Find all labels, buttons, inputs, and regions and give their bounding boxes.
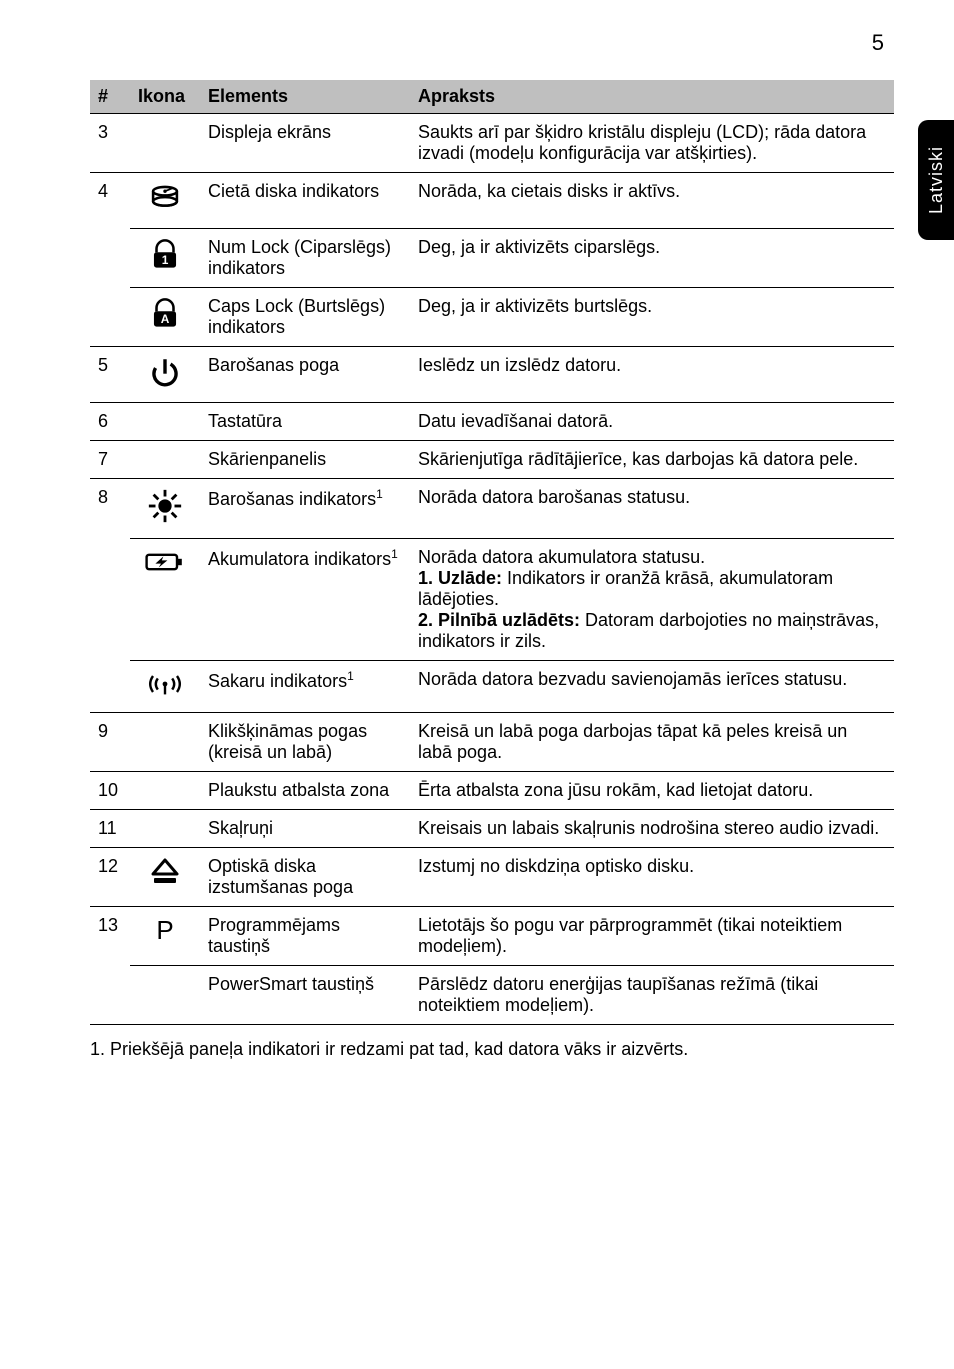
row-element: Cietā diska indikators [200,173,410,229]
row-element: Caps Lock (Burtslēgs) indikators [200,288,410,347]
table-row: Sakaru indikators1 Norāda datora bezvadu… [90,661,894,713]
row-desc: Kreisais un labais skaļrunis nodrošina s… [410,810,894,848]
power-icon [130,347,200,403]
row-number: 7 [90,441,130,479]
row-desc: Datu ievadīšanai datorā. [410,403,894,441]
table-row: 9 Klikšķināmas pogas (kreisā un labā) Kr… [90,713,894,772]
table-row: 5 Barošanas poga Ieslēdz un izslēdz dato… [90,347,894,403]
row-desc: Norāda datora bezvadu savienojamās ierīc… [410,661,894,713]
row-number: 3 [90,114,130,173]
table-row: 3 Displeja ekrāns Saukts arī par šķidro … [90,114,894,173]
table-row: 13 P Programmējams taustiņš Lietotājs šo… [90,907,894,966]
table-row: 8 Barošanas indikators1 Nor [90,479,894,539]
row-element: Sakaru indikators1 [200,661,410,713]
hdd-icon [130,173,200,229]
row-desc: Norāda datora barošanas statusu. [410,479,894,539]
row-element: Klikšķināmas pogas (kreisā un labā) [200,713,410,772]
row-desc: Izstumj no diskdziņa optisko disku. [410,848,894,907]
row-icon [130,713,200,772]
table-row: 4 Cietā diska indikators Norāda, ka ciet… [90,173,894,229]
row-number: 6 [90,403,130,441]
svg-text:1: 1 [162,253,169,267]
col-num-header: # [90,80,130,114]
row-desc: Lietotājs šo pogu var pārprogrammēt (tik… [410,907,894,966]
row-number: 13 [90,907,130,1025]
row-desc: Norāda, ka cietais disks ir aktīvs. [410,173,894,229]
row-desc: Pārslēdz datoru enerģijas taupīšanas rež… [410,966,894,1025]
row-desc: Saukts arī par šķidro kristālu displeju … [410,114,894,173]
wireless-icon [130,661,200,713]
page-number: 5 [872,30,884,56]
row-number: 10 [90,772,130,810]
row-number: 5 [90,347,130,403]
row-icon [130,810,200,848]
row-desc: Kreisā un labā poga darbojas tāpat kā pe… [410,713,894,772]
table-row: 7 Skārienpanelis Skārienjutīga rādītājie… [90,441,894,479]
row-icon [130,966,200,1025]
table-row: 12 Optiskā diska izstumšanas poga Izstum… [90,848,894,907]
row-element: Barošanas poga [200,347,410,403]
language-tab: Latviski [918,120,954,240]
svg-text:A: A [161,312,170,326]
row-element: Skaļruņi [200,810,410,848]
col-icon-header: Ikona [130,80,200,114]
row-element: Optiskā diska izstumšanas poga [200,848,410,907]
footnote: 1. Priekšējā paneļa indikatori ir redzam… [90,1039,894,1060]
col-element-header: Elements [200,80,410,114]
row-number: 4 [90,173,130,347]
row-icon [130,441,200,479]
numlock-icon: 1 [130,229,200,288]
row-element: Tastatūra [200,403,410,441]
language-tab-label: Latviski [926,146,947,214]
row-element: Plaukstu atbalsta zona [200,772,410,810]
row-element: Barošanas indikators1 [200,479,410,539]
table-row: 6 Tastatūra Datu ievadīšanai datorā. [90,403,894,441]
col-desc-header: Apraksts [410,80,894,114]
row-number: 12 [90,848,130,907]
row-element: Skārienpanelis [200,441,410,479]
table-row: A Caps Lock (Burtslēgs) indikators Deg, … [90,288,894,347]
table-row: PowerSmart taustiņš Pārslēdz datoru ener… [90,966,894,1025]
row-desc: Deg, ja ir aktivizēts burtslēgs. [410,288,894,347]
row-element: Akumulatora indikators1 [200,539,410,661]
row-number: 11 [90,810,130,848]
row-icon [130,772,200,810]
row-element: Num Lock (Ciparslēgs) indikators [200,229,410,288]
row-icon [130,403,200,441]
row-desc: Ieslēdz un izslēdz datoru. [410,347,894,403]
power-led-icon [130,479,200,539]
row-element: Displeja ekrāns [200,114,410,173]
table-row: 1 Num Lock (Ciparslēgs) indikators Deg, … [90,229,894,288]
table-row: 11 Skaļruņi Kreisais un labais skaļrunis… [90,810,894,848]
capslock-icon: A [130,288,200,347]
elements-table: # Ikona Elements Apraksts 3 Displeja ekr… [90,80,894,1025]
row-icon [130,114,200,173]
row-desc: Norāda datora akumulatora statusu. 1. Uz… [410,539,894,661]
row-desc: Skārienjutīga rādītājierīce, kas darboja… [410,441,894,479]
table-header-row: # Ikona Elements Apraksts [90,80,894,114]
row-number: 9 [90,713,130,772]
row-number: 8 [90,479,130,713]
eject-icon [130,848,200,907]
row-desc: Ērta atbalsta zona jūsu rokām, kad lieto… [410,772,894,810]
p-key-icon: P [130,907,200,966]
table-row: 10 Plaukstu atbalsta zona Ērta atbalsta … [90,772,894,810]
row-element: PowerSmart taustiņš [200,966,410,1025]
battery-icon [130,539,200,661]
row-element: Programmējams taustiņš [200,907,410,966]
table-row: Akumulatora indikators1 Norāda datora ak… [90,539,894,661]
row-desc: Deg, ja ir aktivizēts ciparslēgs. [410,229,894,288]
